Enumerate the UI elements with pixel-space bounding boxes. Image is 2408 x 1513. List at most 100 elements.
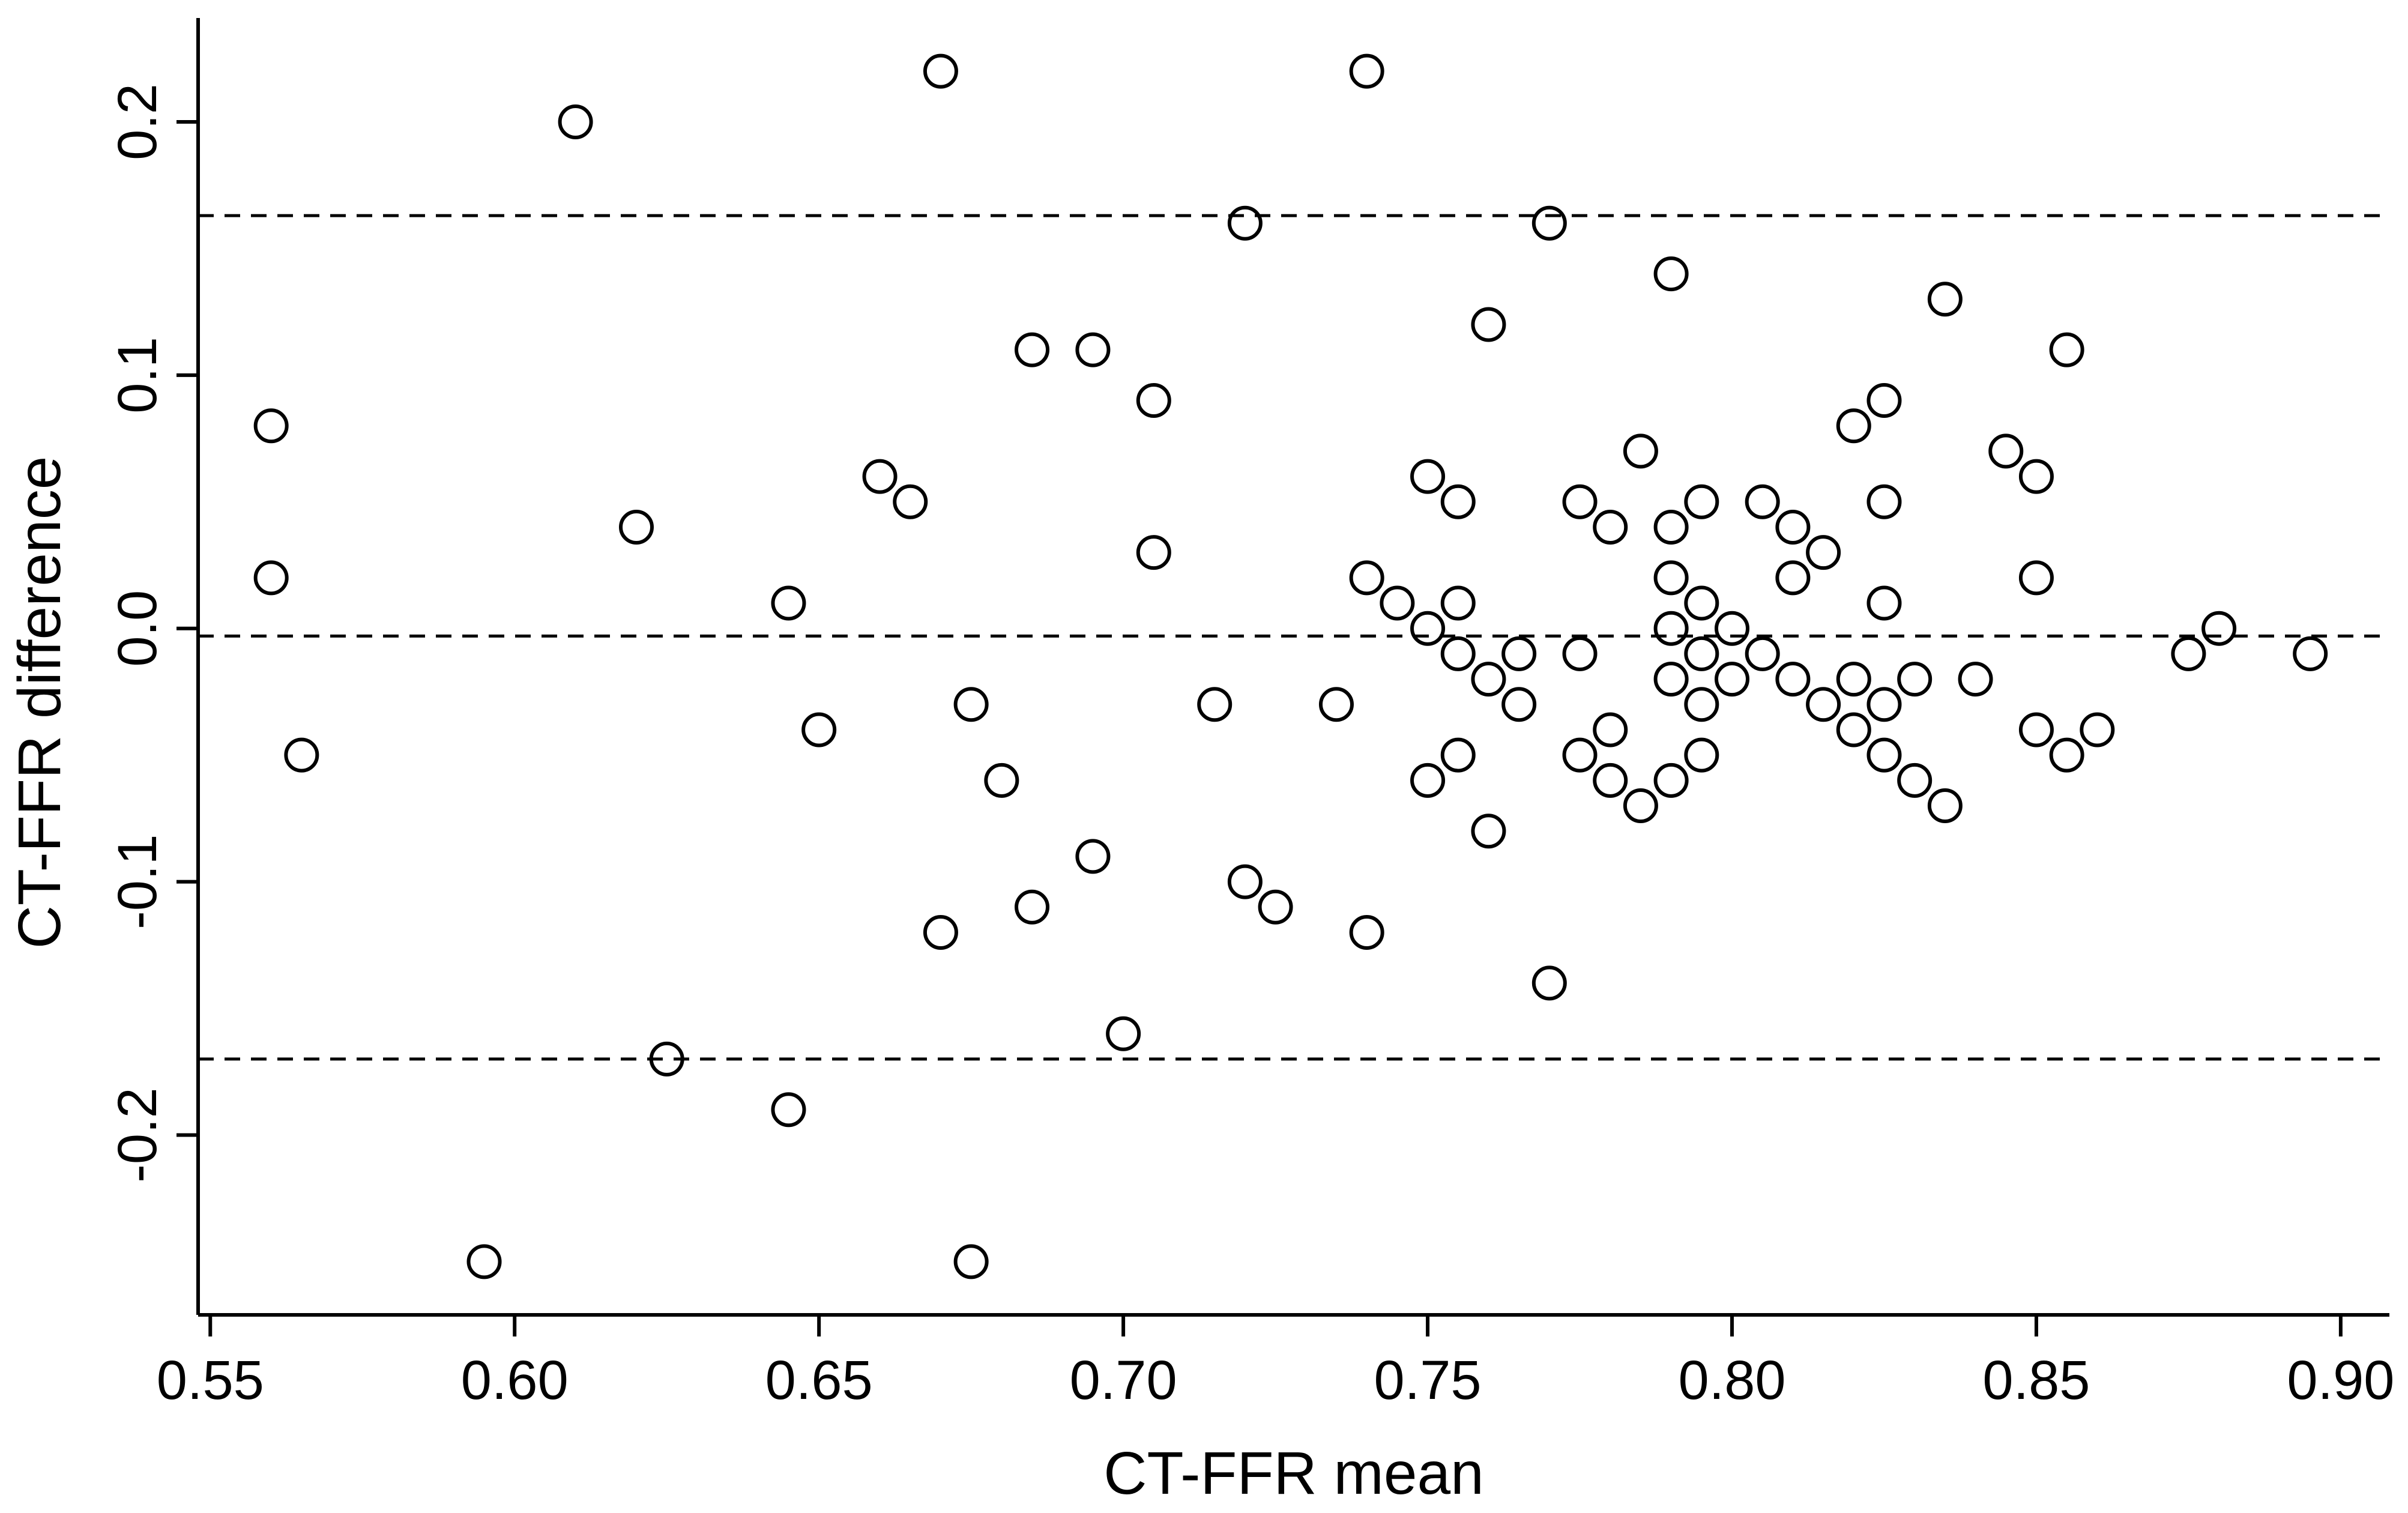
data-point [1684,636,1719,671]
data-point [2049,332,2084,367]
data-point [1471,814,1506,849]
data-point [1653,509,1689,545]
data-point [1745,484,1780,519]
data-point [619,509,654,545]
data-point [1684,687,1719,722]
x-tick-label: 0.65 [765,1350,873,1411]
data-point [1653,560,1689,596]
data-point [1897,662,1933,697]
x-tick-label: 0.80 [1678,1350,1785,1411]
data-point [953,1244,989,1279]
data-point [1593,712,1628,747]
data-point [1836,662,1871,697]
data-point [771,585,806,621]
y-tick-label: 0.1 [107,337,168,414]
data-point [253,560,289,596]
data-point [558,104,593,139]
data-point [2293,636,2328,671]
data-point [1866,737,1902,773]
data-point [1593,763,1628,798]
y-tick-label: -0.1 [107,834,168,929]
x-tick-label: 0.85 [1982,1350,2090,1411]
data-point [1075,839,1111,874]
data-point [893,484,928,519]
data-point [1866,687,1902,722]
data-point [1440,636,1476,671]
data-point [1501,636,1537,671]
x-axis-title: CT-FFR mean [1103,1440,1483,1507]
data-point [1136,535,1171,570]
data-points [253,53,2328,1279]
x-tick-label: 0.90 [2287,1350,2394,1411]
data-point [1015,889,1050,925]
data-point [1562,636,1598,671]
data-point [1806,687,1841,722]
data-point [1653,256,1689,292]
data-point [1531,965,1567,1001]
data-point [771,1092,806,1128]
data-point [1653,611,1689,646]
x-tick-label: 0.60 [461,1350,569,1411]
data-point [466,1244,502,1279]
data-point [1227,205,1263,241]
data-point [1380,585,1415,621]
data-point [1866,585,1902,621]
data-point [253,408,289,444]
y-tick-label: -0.2 [107,1087,168,1183]
data-point [649,1041,684,1077]
data-point [1471,307,1506,342]
data-point [2018,560,2054,596]
data-point [1136,383,1171,418]
data-point [1410,763,1446,798]
data-point [1775,560,1811,596]
data-point [801,712,837,747]
data-point [1775,509,1811,545]
data-point [1349,914,1384,950]
data-point [923,914,958,950]
data-point [2018,459,2054,494]
data-point [1836,712,1871,747]
y-tick-label: 0.0 [107,590,168,667]
data-point [2201,611,2237,646]
data-point [1745,636,1780,671]
data-point [1440,585,1476,621]
data-point [923,53,958,89]
data-point [1075,332,1111,367]
data-point [1988,433,2024,469]
data-point [1318,687,1354,722]
data-point [1410,611,1446,646]
data-point [1531,205,1567,241]
y-tick-label: 0.2 [107,83,168,160]
data-point [1836,408,1871,444]
data-point [1227,864,1263,899]
data-point [1866,484,1902,519]
data-point [1440,737,1476,773]
data-point [2049,737,2084,773]
data-point [1562,737,1598,773]
data-point [1562,484,1598,519]
data-point [953,687,989,722]
data-point [284,737,319,773]
x-tick-label: 0.75 [1374,1350,1482,1411]
data-point [1897,763,1933,798]
data-point [1806,535,1841,570]
data-point [1684,737,1719,773]
data-point [1349,560,1384,596]
data-point [1775,662,1811,697]
x-tick-label: 0.70 [1070,1350,1177,1411]
data-point [2171,636,2206,671]
data-point [1410,459,1446,494]
data-point [1440,484,1476,519]
y-axis-title: CT-FFR difference [6,456,73,949]
data-point [1349,53,1384,89]
data-point [862,459,898,494]
data-point [1106,1016,1141,1051]
data-point [1866,383,1902,418]
x-axis-ticks: 0.55 0.60 0.65 0.70 0.75 0.80 0.85 0.90 [157,1315,2394,1411]
data-point [1623,788,1658,824]
data-point [1958,662,1993,697]
data-point [1501,687,1537,722]
data-point [1715,611,1749,646]
data-point [1197,687,1233,722]
